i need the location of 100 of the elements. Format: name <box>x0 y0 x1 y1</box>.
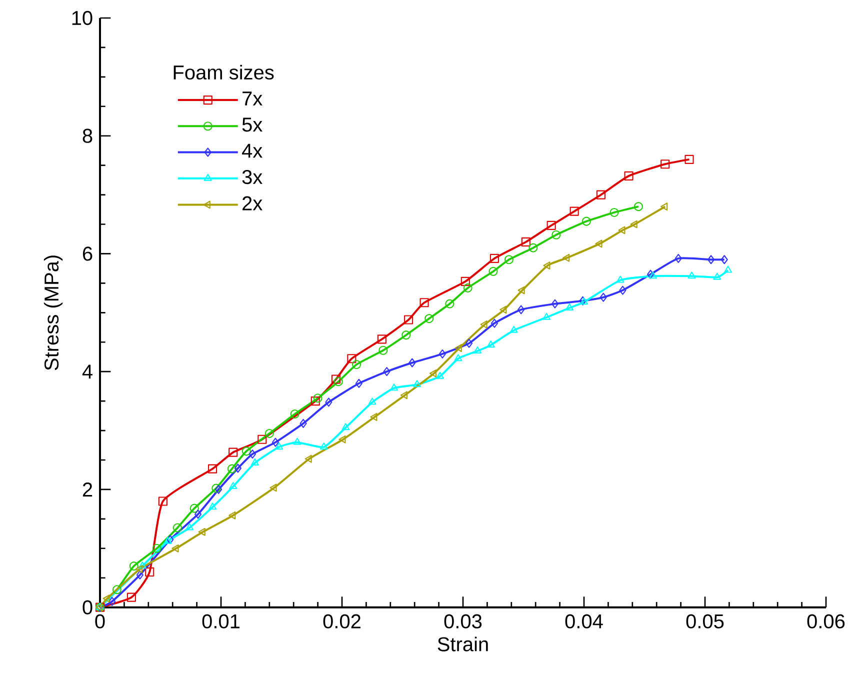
y-tick-label: 6 <box>82 246 92 261</box>
point <box>370 412 378 421</box>
point <box>408 358 416 368</box>
point <box>429 369 436 378</box>
point <box>518 286 525 294</box>
point <box>198 528 206 536</box>
point <box>454 344 462 352</box>
point <box>546 220 556 230</box>
point <box>648 271 657 278</box>
point <box>390 383 398 390</box>
point <box>378 346 388 355</box>
point <box>510 326 518 333</box>
point <box>272 438 279 447</box>
point <box>172 523 182 532</box>
point <box>630 220 638 228</box>
point <box>313 393 322 402</box>
point <box>112 584 122 594</box>
point <box>108 596 116 606</box>
x-tick-label: 0.02 <box>323 614 360 628</box>
point <box>126 592 136 602</box>
x-tick-label: 0.04 <box>565 614 603 628</box>
point <box>595 240 602 248</box>
x-tick-label: 0 <box>95 614 105 628</box>
point <box>708 254 715 264</box>
point <box>518 305 525 314</box>
point <box>647 270 654 279</box>
point <box>486 340 495 348</box>
point <box>270 484 277 492</box>
point <box>250 458 259 466</box>
point <box>624 171 634 180</box>
point <box>234 464 242 473</box>
point <box>228 448 238 457</box>
point <box>242 446 251 456</box>
point <box>720 254 728 264</box>
point <box>331 374 340 384</box>
point <box>460 276 470 286</box>
legend-label: 2x <box>242 196 262 210</box>
point <box>713 272 722 280</box>
point <box>528 243 538 252</box>
point <box>490 318 498 328</box>
x-tick-label: 0.01 <box>202 614 240 628</box>
point <box>190 504 199 513</box>
y-tick-label: 4 <box>82 364 92 378</box>
point <box>248 449 256 458</box>
point <box>684 154 694 164</box>
point <box>634 202 643 211</box>
point <box>352 360 362 369</box>
point <box>342 422 350 430</box>
point <box>102 594 110 602</box>
point <box>208 502 217 510</box>
point <box>582 216 591 226</box>
point <box>436 372 444 379</box>
x-tick-label: 0.06 <box>807 614 845 628</box>
point <box>208 464 218 474</box>
point <box>347 354 356 364</box>
point <box>724 266 732 273</box>
point <box>186 523 194 530</box>
point <box>570 206 579 216</box>
point <box>383 366 390 376</box>
point <box>674 254 682 263</box>
point <box>500 306 507 314</box>
point <box>275 442 284 450</box>
point <box>164 536 172 544</box>
point <box>616 276 624 283</box>
point <box>334 376 343 386</box>
legend-title: Foam sizes <box>174 64 274 80</box>
point <box>129 561 138 570</box>
point <box>660 202 668 210</box>
point <box>229 482 238 489</box>
legend-label: 5x <box>242 118 262 132</box>
point <box>474 346 482 354</box>
legend-label: 7x <box>242 92 262 106</box>
point <box>400 391 408 400</box>
y-tick-label: 0 <box>82 600 92 614</box>
point <box>404 315 414 324</box>
point <box>445 299 454 308</box>
point <box>542 312 550 320</box>
point <box>158 496 168 506</box>
point <box>152 544 162 553</box>
point <box>488 266 498 276</box>
point <box>596 190 606 200</box>
point <box>552 230 561 240</box>
point <box>310 396 320 406</box>
point <box>551 299 558 308</box>
point <box>194 510 202 519</box>
point <box>618 226 626 234</box>
point <box>368 398 376 405</box>
point <box>228 511 236 520</box>
point <box>355 378 362 388</box>
point <box>172 544 179 552</box>
point <box>413 380 422 387</box>
point <box>300 418 307 428</box>
y-axis-title: Stress (MPa) <box>44 255 63 370</box>
point <box>543 261 550 270</box>
point <box>145 567 154 576</box>
point <box>660 159 670 169</box>
point <box>377 334 386 344</box>
point <box>490 254 499 263</box>
point <box>215 484 222 494</box>
point <box>521 237 530 246</box>
